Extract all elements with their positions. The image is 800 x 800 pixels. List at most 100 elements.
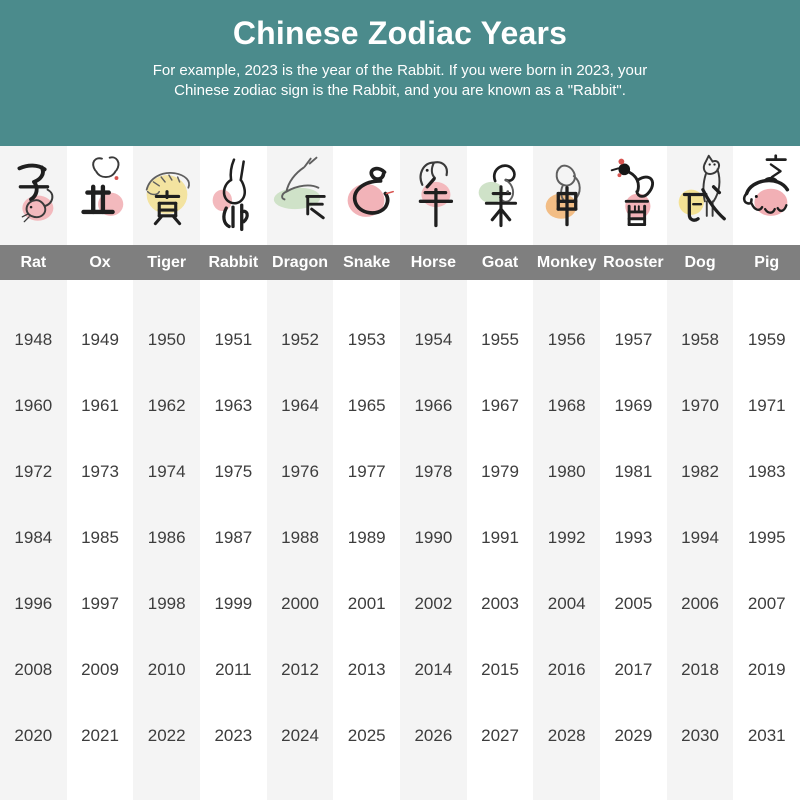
animal-name-snake: Snake (333, 245, 401, 280)
zodiac-table: Rat 1948 1960 1972 1984 1996 2008 2020 Ox 1949… (0, 146, 800, 800)
year-cell: 1987 (214, 528, 253, 547)
year-cell: 1974 (147, 462, 186, 481)
year-cell: 2012 (281, 660, 319, 679)
year-cell: 1976 (281, 462, 319, 481)
zodiac-illustration-svg (478, 164, 518, 228)
zodiac-column-dog: Dog 1958 1970 1982 1994 2006 2018 2030 (666, 146, 734, 800)
year-cell: 1984 (14, 528, 53, 547)
year-cell: 2001 (347, 594, 386, 613)
zodiac-column-monkey: Monkey 1956 1968 1980 1992 2004 2016 2028 (533, 146, 601, 800)
year-cell: 1950 (147, 330, 186, 349)
year-cell: 1948 (14, 330, 53, 349)
year-list: 1952 1964 1976 1988 2000 2012 2024 (267, 280, 334, 769)
year-cell: 2020 (14, 726, 53, 745)
zodiac-column-rabbit: Rabbit 1951 1963 1975 1987 1999 2011 2023 (200, 146, 267, 800)
year-cell: 1996 (14, 594, 53, 613)
year-cell: 1990 (414, 528, 453, 547)
year-cell: 1961 (81, 396, 119, 415)
rat-illustration (0, 146, 67, 245)
year-cell: 1969 (614, 396, 653, 415)
animal-name-pig: Pig (733, 245, 800, 280)
subtitle-line-2: Chinese zodiac sign is the Rabbit, and y… (174, 82, 626, 100)
year-list: 1956 1968 1980 1992 2004 2016 2028 (533, 280, 600, 769)
animal-name-rooster: Rooster (600, 245, 667, 280)
animal-name-goat: Goat (466, 245, 534, 280)
year-cell: 1960 (14, 396, 53, 415)
zodiac-illustration-svg (742, 154, 789, 216)
year-list: 1954 1966 1978 1990 2002 2014 2026 (400, 280, 467, 769)
year-cell: 2029 (614, 726, 653, 745)
year-cell: 2000 (281, 594, 319, 613)
year-cell: 1951 (214, 330, 253, 349)
year-cell: 2002 (414, 594, 453, 613)
zodiac-illustration-svg (678, 154, 726, 222)
zodiac-column-ox: Ox 1949 1961 1973 1985 1997 2009 2021 (66, 146, 134, 800)
year-cell: 2009 (81, 660, 119, 679)
page-subtitle: For example, 2023 is the year of the Rab… (0, 61, 800, 102)
year-cell: 2018 (681, 660, 719, 679)
year-cell: 1971 (747, 396, 786, 415)
year-cell: 1994 (681, 528, 719, 547)
year-cell: 2024 (281, 726, 319, 745)
year-list: 1949 1961 1973 1985 1997 2009 2021 (67, 280, 134, 769)
year-cell: 1979 (481, 462, 519, 481)
year-cell: 1993 (614, 528, 653, 547)
year-cell: 2022 (147, 726, 186, 745)
year-cell: 2031 (747, 726, 786, 745)
animal-name-ox: Ox (66, 245, 134, 280)
year-cell: 2023 (214, 726, 253, 745)
zodiac-illustration-svg (419, 161, 454, 228)
year-cell: 2017 (614, 660, 653, 679)
year-cell: 2025 (347, 726, 386, 745)
year-cell: 1958 (681, 330, 719, 349)
year-cell: 1962 (147, 396, 186, 415)
year-cell: 1997 (81, 594, 119, 613)
year-cell: 1977 (347, 462, 386, 481)
year-cell: 1982 (681, 462, 719, 481)
zodiac-illustration-svg (545, 164, 581, 227)
year-list: 1953 1965 1977 1989 2001 2013 2025 (333, 280, 400, 769)
year-cell: 1995 (747, 528, 786, 547)
year-cell: 1954 (414, 330, 453, 349)
year-cell: 1978 (414, 462, 453, 481)
year-cell: 1957 (614, 330, 653, 349)
zodiac-illustration-svg (273, 156, 326, 220)
zodiac-column-snake: Snake 1953 1965 1977 1989 2001 2013 2025 (333, 146, 401, 800)
zodiac-illustration-svg (611, 158, 655, 227)
year-cell: 1972 (14, 462, 53, 481)
animal-name-rabbit: Rabbit (200, 245, 267, 280)
zodiac-column-tiger: Tiger 1950 1962 1974 1986 1998 2010 2022 (133, 146, 201, 800)
year-cell: 2019 (747, 660, 786, 679)
year-list: 1957 1969 1981 1993 2005 2017 2029 (600, 280, 667, 769)
year-cell: 1949 (81, 330, 119, 349)
ox-illustration (67, 146, 134, 245)
tiger-illustration (133, 146, 200, 245)
year-cell: 2008 (14, 660, 53, 679)
year-cell: 1967 (481, 396, 519, 415)
zodiac-column-pig: Pig 1959 1971 1983 1995 2007 2019 2031 (733, 146, 800, 800)
year-cell: 1966 (414, 396, 453, 415)
year-cell: 2026 (414, 726, 453, 745)
zodiac-illustration-svg (212, 158, 250, 232)
year-cell: 1956 (547, 330, 586, 349)
year-cell: 1999 (214, 594, 253, 613)
year-cell: 1985 (81, 528, 119, 547)
year-cell: 1955 (481, 330, 519, 349)
animal-name-rat: Rat (0, 245, 67, 280)
animal-name-dog: Dog (666, 245, 734, 280)
year-cell: 2030 (681, 726, 719, 745)
year-list: 1951 1963 1975 1987 1999 2011 2023 (200, 280, 267, 769)
year-cell: 1992 (547, 528, 586, 547)
year-cell: 1988 (281, 528, 319, 547)
year-cell: 2003 (481, 594, 519, 613)
dog-illustration (667, 146, 734, 245)
year-list: 1950 1962 1974 1986 1998 2010 2022 (133, 280, 200, 769)
year-cell: 2011 (215, 660, 252, 679)
zodiac-column-goat: Goat 1955 1967 1979 1991 2003 2015 2027 (466, 146, 534, 800)
page-title: Chinese Zodiac Years (232, 15, 568, 51)
pig-illustration (733, 146, 800, 245)
year-cell: 2010 (147, 660, 186, 679)
year-cell: 1965 (347, 396, 386, 415)
rooster-illustration (600, 146, 667, 245)
year-cell: 1981 (614, 462, 653, 481)
